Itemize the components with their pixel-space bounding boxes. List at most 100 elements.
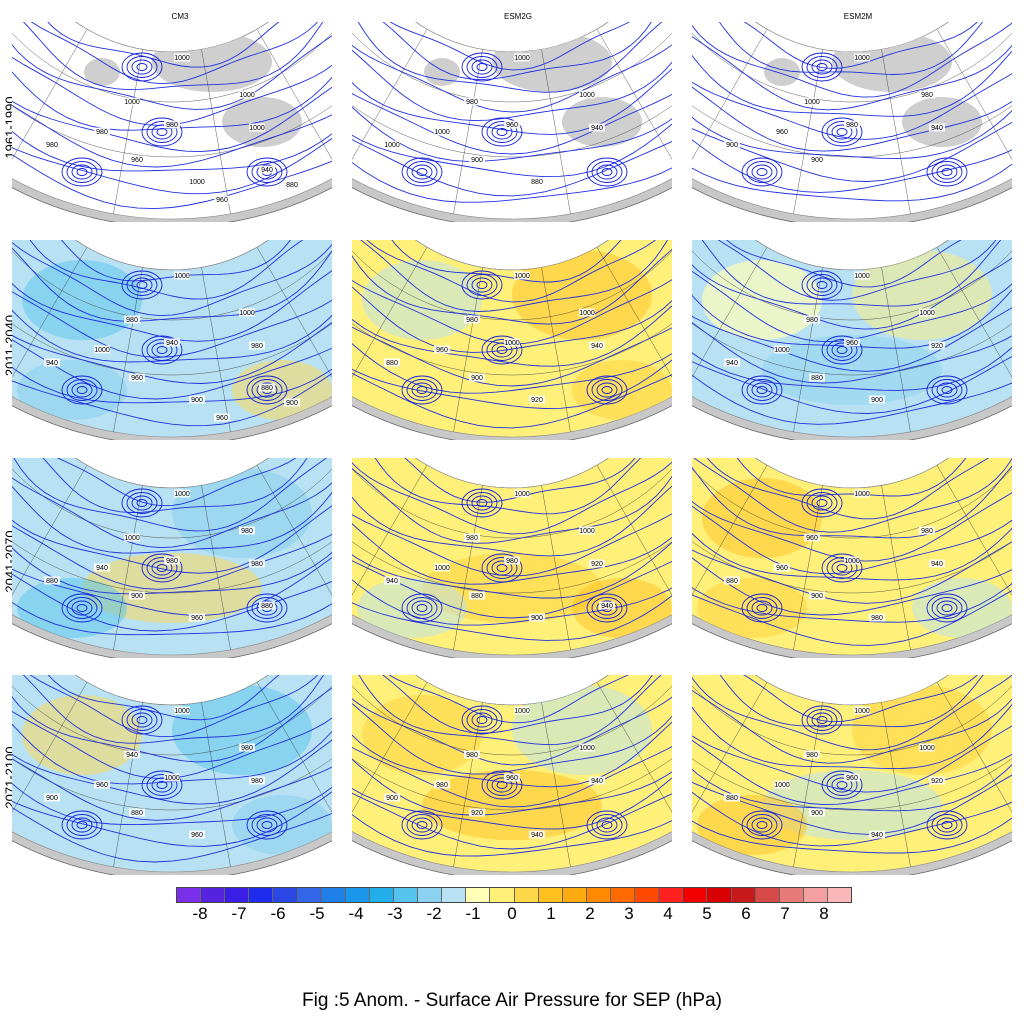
colorbar-tick-label: 6 bbox=[741, 904, 751, 923]
contour-label: 1000 bbox=[514, 273, 530, 280]
colorbar-tick-label: -7 bbox=[231, 904, 247, 923]
contour-label: 1000 bbox=[249, 125, 265, 132]
contour-label: 1000 bbox=[514, 708, 530, 715]
figure-caption: Fig :5 Anom. - Surface Air Pressure for … bbox=[302, 990, 722, 1011]
contour-label: 880 bbox=[811, 375, 823, 382]
contour-label: 1000 bbox=[239, 92, 255, 99]
contour-label: 980 bbox=[96, 129, 108, 136]
contour-label: 960 bbox=[776, 129, 788, 136]
contour-label: 940 bbox=[531, 832, 543, 839]
map-panel-cm3-2071-2100: 1000 980 940 1000 960 980 900 880 960 bbox=[12, 675, 332, 875]
contour-label: 920 bbox=[591, 561, 603, 568]
contour-label: 900 bbox=[531, 615, 543, 622]
contour-label: 980 bbox=[251, 778, 263, 785]
contour-label: 980 bbox=[466, 535, 478, 542]
contour-label: 900 bbox=[46, 795, 58, 802]
contour-label: 980 bbox=[466, 317, 478, 324]
contour-label: 920 bbox=[931, 343, 943, 350]
column-title-esm2m: ESM2M bbox=[843, 12, 873, 21]
contour-label: 940 bbox=[591, 125, 603, 132]
contour-label: 1000 bbox=[854, 273, 870, 280]
contour-label: 980 bbox=[251, 561, 263, 568]
contour-label: 980 bbox=[166, 558, 178, 565]
contour-label: 1000 bbox=[94, 347, 110, 354]
colorbar bbox=[176, 887, 852, 903]
contour-label: 960 bbox=[216, 197, 228, 204]
colorbar-tick-label: -3 bbox=[387, 904, 403, 923]
contour-label: 900 bbox=[811, 593, 823, 600]
contour-label: 880 bbox=[531, 179, 543, 186]
colorbar-swatch bbox=[201, 888, 226, 902]
contour-label: 920 bbox=[931, 778, 943, 785]
colorbar-tick-label: 0 bbox=[507, 904, 517, 923]
contour-label: 900 bbox=[131, 593, 143, 600]
colorbar-swatch bbox=[514, 888, 539, 902]
map-panel-cm3-2041-2070: 1000 980 1000 980 940 980 880 900 960 880 bbox=[12, 458, 332, 658]
contour-label: 980 bbox=[921, 528, 933, 535]
colorbar-tick-label: -4 bbox=[348, 904, 364, 923]
colorbar-swatch bbox=[586, 888, 611, 902]
colorbar-swatch bbox=[610, 888, 636, 902]
colorbar-tick-label: -6 bbox=[270, 904, 286, 923]
contour-label: 980 bbox=[921, 92, 933, 99]
contour-label: 940 bbox=[871, 832, 883, 839]
contour-label: 980 bbox=[251, 343, 263, 350]
contour-label: 980 bbox=[241, 528, 253, 535]
colorbar-swatch bbox=[707, 888, 732, 902]
map-panel-cm3-2011-2040: 1000 1000 980 940 1000 980 940 960 900 880 900 960 bbox=[12, 240, 332, 440]
contour-label: 960 bbox=[846, 775, 858, 782]
colorbar-swatch bbox=[177, 888, 202, 902]
contour-label: 1000 bbox=[854, 708, 870, 715]
column-title-esm2g: ESM2G bbox=[503, 12, 532, 21]
colorbar-swatch bbox=[345, 888, 370, 902]
contour-label: 900 bbox=[811, 157, 823, 164]
contour-label: 880 bbox=[471, 593, 483, 600]
contour-label: 960 bbox=[846, 340, 858, 347]
contour-label: 900 bbox=[811, 810, 823, 817]
colorbar-swatch bbox=[562, 888, 587, 902]
contour-label: 1000 bbox=[174, 708, 190, 715]
contour-label: 1000 bbox=[579, 528, 595, 535]
contour-label: 1000 bbox=[774, 782, 790, 789]
contour-label: 980 bbox=[871, 615, 883, 622]
contour-label: 880 bbox=[286, 182, 298, 189]
contour-label: 1000 bbox=[239, 310, 255, 317]
colorbar-swatch bbox=[249, 888, 274, 902]
contour-label: 940 bbox=[166, 340, 178, 347]
colorbar-swatch bbox=[779, 888, 804, 902]
contour-label: 1000 bbox=[504, 340, 520, 347]
colorbar-swatch bbox=[490, 888, 515, 902]
contour-label: 940 bbox=[261, 167, 273, 174]
contour-label: 980 bbox=[466, 99, 478, 106]
colorbar-tick-label: -2 bbox=[426, 904, 442, 923]
contour-label: 1000 bbox=[189, 179, 205, 186]
colorbar-tick-label: 4 bbox=[663, 904, 673, 923]
contour-label: 980 bbox=[846, 122, 858, 129]
contour-label: 1000 bbox=[579, 310, 595, 317]
contour-label: 940 bbox=[931, 561, 943, 568]
map-panel-esm2g-2011-2040: 1000 1000 980 1000 960 940 880 900 920 bbox=[352, 240, 672, 440]
colorbar-swatch bbox=[659, 888, 684, 902]
contour-label: 940 bbox=[591, 778, 603, 785]
contour-label: 900 bbox=[726, 142, 738, 149]
contour-label: 960 bbox=[436, 347, 448, 354]
contour-label: 940 bbox=[591, 343, 603, 350]
map-panel-esm2m-2071-2100: 1000 1000 980 960 1000 920 880 900 940 bbox=[692, 675, 1012, 875]
contour-label: 940 bbox=[931, 125, 943, 132]
contour-label: 980 bbox=[466, 752, 478, 759]
colorbar-swatch bbox=[731, 888, 756, 902]
contour-label: 1000 bbox=[124, 99, 140, 106]
contour-label: 920 bbox=[531, 397, 543, 404]
map-panel-cm3-1961-1990: 1000 1000 1000 980 980 1000 980 960 1000 940 880 96… bbox=[12, 22, 332, 222]
contour-label: 1000 bbox=[514, 55, 530, 62]
colorbar-swatch bbox=[683, 888, 708, 902]
contour-label: 1000 bbox=[174, 491, 190, 498]
contour-label: 900 bbox=[471, 375, 483, 382]
colorbar-tick-label: -5 bbox=[309, 904, 325, 923]
colorbar-swatch bbox=[538, 888, 563, 902]
contour-label: 940 bbox=[386, 578, 398, 585]
colorbar-swatch bbox=[273, 888, 298, 902]
contour-label: 880 bbox=[386, 360, 398, 367]
map-panel-esm2g-2041-2070: 1000 1000 980 980 1000 920 940 880 900 940 bbox=[352, 458, 672, 658]
map-panel-esm2g-2071-2100: 1000 1000 980 960 980 940 900 920 940 bbox=[352, 675, 672, 875]
